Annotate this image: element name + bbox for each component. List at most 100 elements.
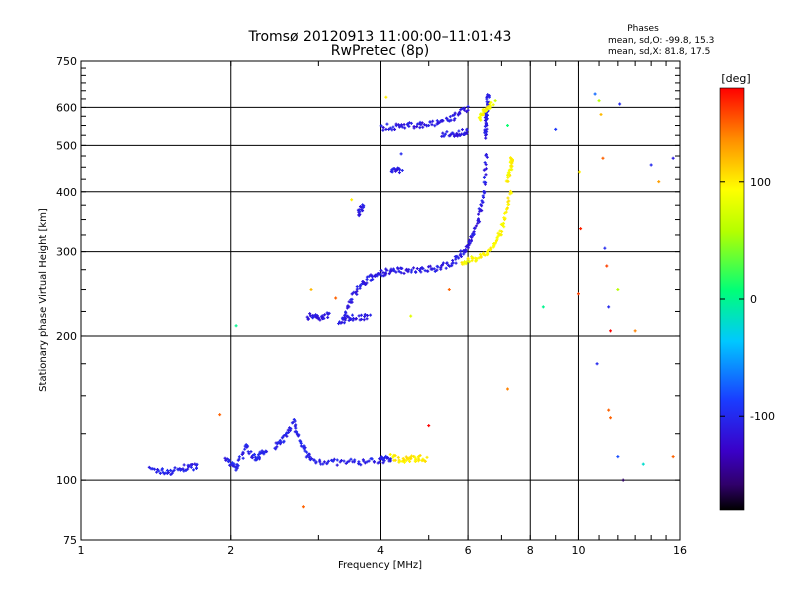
o-mode-echo-point <box>466 246 470 250</box>
x-tick-label: 8 <box>527 544 534 557</box>
x-mode-echo-point <box>417 458 421 462</box>
o-mode-echo-point <box>158 471 162 475</box>
o-mode-echo-point <box>377 460 381 464</box>
o-mode-echo-point <box>362 318 366 322</box>
o-mode-echo-point <box>257 455 261 459</box>
o-mode-echo-point <box>485 155 489 159</box>
o-mode-echo-point <box>407 268 411 272</box>
scatter-echo-point <box>399 152 403 156</box>
o-mode-echo-point <box>362 205 366 209</box>
o-mode-echo-point <box>379 455 383 459</box>
o-mode-echo-point <box>294 426 298 430</box>
o-mode-echo-point <box>460 128 464 132</box>
scatter-echo-point <box>334 296 338 300</box>
scatter-echo-point <box>605 264 609 268</box>
o-mode-echo-point <box>349 298 353 302</box>
o-mode-echo-point <box>466 105 470 109</box>
scatter-echo-point <box>657 180 661 184</box>
o-mode-echo-point <box>160 467 164 471</box>
x-mode-echo-point <box>421 458 425 462</box>
o-mode-echo-point <box>318 460 322 464</box>
scatter-echo-point <box>609 416 613 420</box>
o-mode-echo-point <box>157 469 161 473</box>
x-mode-echo-point <box>388 452 392 456</box>
o-mode-echo-point <box>189 465 193 469</box>
o-mode-echo-point <box>365 275 369 279</box>
o-mode-echo-point <box>419 123 423 127</box>
o-mode-echo-point <box>441 131 445 135</box>
o-mode-echo-point <box>426 269 430 273</box>
o-mode-echo-point <box>359 313 363 317</box>
o-mode-echo-point <box>256 453 260 457</box>
x-mode-echo-point <box>507 173 511 177</box>
o-mode-echo-point <box>308 458 312 462</box>
o-mode-echo-point <box>403 126 407 130</box>
x-tick-label: 6 <box>465 544 472 557</box>
o-mode-echo-point <box>474 224 478 228</box>
o-mode-echo-point <box>241 456 245 460</box>
x-mode-echo-point <box>486 252 490 256</box>
o-mode-echo-point <box>326 459 330 463</box>
o-mode-echo-point <box>415 267 419 271</box>
o-mode-echo-point <box>372 460 376 464</box>
x-mode-echo-point <box>479 255 483 259</box>
o-mode-echo-point <box>484 132 488 136</box>
o-mode-echo-point <box>468 241 472 245</box>
o-mode-echo-point <box>396 267 400 271</box>
o-mode-echo-point <box>182 469 186 473</box>
o-mode-echo-point <box>397 269 401 273</box>
scatter-echo-point <box>350 198 354 202</box>
colorbar-ticks: 100 0 -100 <box>720 176 775 423</box>
o-mode-echo-point <box>455 131 459 135</box>
x-axis-ticks: 1 2 4 6 8 10 16 <box>78 61 687 557</box>
x-mode-echo-point <box>414 457 418 461</box>
o-mode-echo-point <box>369 278 373 282</box>
x-mode-echo-point <box>393 458 397 462</box>
o-mode-echo-point <box>291 420 295 424</box>
o-mode-echo-point <box>327 311 331 315</box>
o-mode-echo-point <box>173 466 177 470</box>
scatter-echo-point <box>493 99 497 103</box>
o-mode-echo-point <box>472 230 476 234</box>
o-mode-echo-point <box>476 221 480 225</box>
o-mode-echo-point <box>458 253 462 257</box>
x-mode-echo-point <box>488 106 492 110</box>
x-mode-echo-point <box>466 256 470 260</box>
x-mode-echo-point <box>493 242 497 246</box>
o-mode-echo-point <box>485 100 489 104</box>
o-mode-echo-point <box>344 310 348 314</box>
o-mode-echo-point <box>360 317 364 321</box>
x-mode-echo-point <box>504 210 508 214</box>
o-mode-echo-point <box>365 460 369 464</box>
y-axis-label: Stationary phase Virtual Height [km] <box>38 208 49 392</box>
o-mode-echo-point <box>343 313 347 317</box>
o-mode-echo-point <box>454 261 458 265</box>
o-mode-echo-point <box>304 455 308 459</box>
o-mode-echo-point <box>367 459 371 463</box>
scatter-echo-point <box>384 95 388 99</box>
o-mode-echo-point <box>282 434 286 438</box>
o-mode-echo-point <box>279 440 283 444</box>
o-mode-echo-point <box>402 123 406 127</box>
x-mode-echo-point <box>413 455 417 459</box>
o-mode-echo-point <box>294 423 298 427</box>
o-mode-echo-point <box>441 119 445 123</box>
o-mode-echo-point <box>339 321 343 325</box>
o-mode-echo-point <box>457 129 461 133</box>
o-mode-echo-point <box>382 457 386 461</box>
x-tick-label: 1 <box>78 544 85 557</box>
x-mode-echo-point <box>506 196 510 200</box>
o-mode-echo-point <box>391 267 395 271</box>
o-mode-echo-point <box>458 134 462 138</box>
o-mode-echo-point <box>432 267 436 271</box>
o-mode-echo-point <box>455 254 459 258</box>
x-mode-echo-point <box>467 260 471 264</box>
o-mode-echo-point <box>314 460 318 464</box>
o-mode-echo-point <box>433 124 437 128</box>
o-mode-echo-point <box>346 304 350 308</box>
o-mode-echo-point <box>465 128 469 132</box>
colorbar-tick-label: 0 <box>750 293 757 306</box>
o-mode-echo-point <box>482 168 486 172</box>
